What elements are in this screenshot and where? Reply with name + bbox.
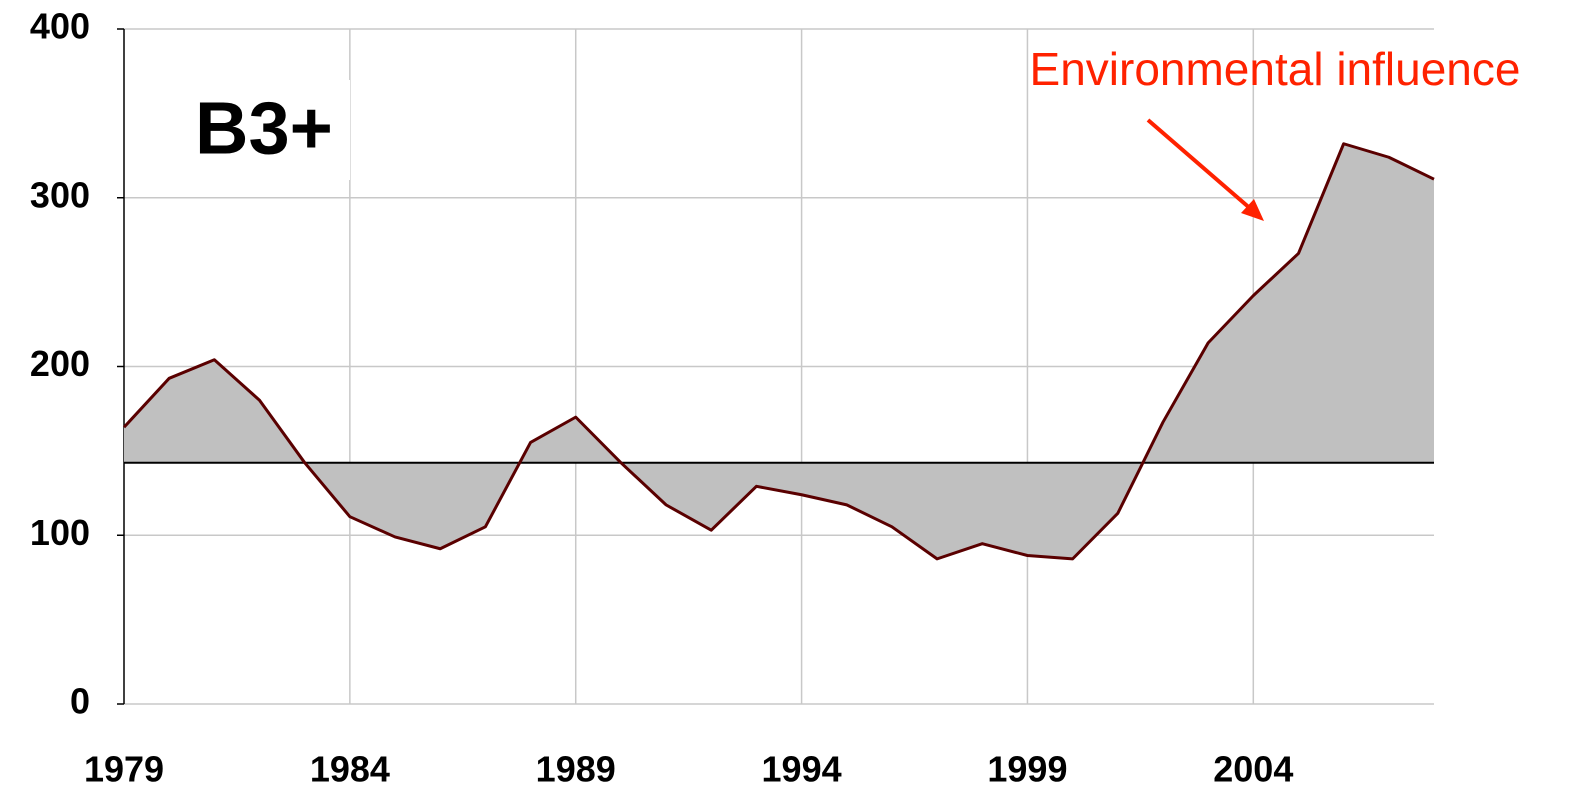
y-tick-label: 100 (30, 512, 90, 553)
y-tick-label: 200 (30, 343, 90, 384)
area-fill (124, 143, 1434, 559)
y-tick-label: 300 (30, 174, 90, 215)
annotation-arrow (1146, 118, 1254, 212)
x-tick-label: 1984 (310, 749, 390, 790)
annotation: Environmental influence (1030, 43, 1521, 95)
x-tick-label: 1989 (536, 749, 616, 790)
x-tick-label: 1979 (84, 749, 164, 790)
chart-title: B3+ (195, 87, 333, 170)
x-tick-label: 1999 (987, 749, 1067, 790)
y-tick-label: 400 (30, 6, 90, 47)
data-line (122, 142, 1435, 561)
title-background (180, 80, 350, 180)
arrow-head (1241, 199, 1264, 221)
y-tick-label: 0 (70, 681, 90, 722)
x-tick-label: 1994 (762, 749, 842, 790)
x-tick-label: 2004 (1213, 749, 1293, 790)
